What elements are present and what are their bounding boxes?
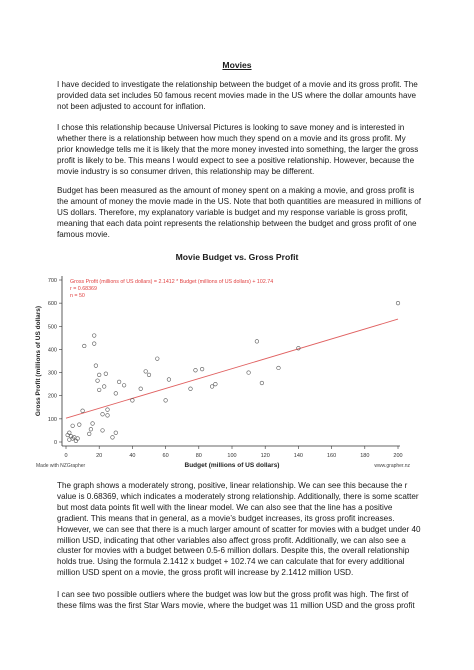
chart-labels: Gross Profit (millions of US dollars) = … (35, 279, 410, 469)
data-point (166, 377, 172, 382)
data-point (146, 372, 152, 377)
data-point (87, 431, 92, 436)
y-tick-label: 600 (48, 301, 57, 307)
data-point (130, 398, 135, 403)
data-point (138, 386, 143, 391)
data-point (90, 421, 95, 426)
y-tick-label: 200 (48, 394, 57, 400)
trendline (65, 318, 399, 419)
data-point (77, 422, 82, 427)
y-tick-label: 500 (48, 324, 57, 330)
data-point (93, 363, 98, 368)
paragraph-reasoning: I chose this relationship because Univer… (57, 123, 419, 176)
data-point (188, 386, 193, 391)
data-point (75, 436, 80, 441)
x-tick-label: 20 (96, 453, 102, 459)
trendline-group (65, 318, 399, 419)
chart-annotation: r = 0.68369 (70, 286, 97, 292)
data-point (110, 435, 115, 440)
x-tick-label: 160 (327, 453, 336, 459)
x-axis-label: Budget (millions of US dollars) (185, 462, 280, 469)
data-point (100, 428, 105, 433)
x-tick-label: 140 (294, 453, 303, 459)
data-point (92, 333, 97, 338)
data-point (200, 366, 205, 372)
data-point (97, 387, 102, 393)
data-point (105, 413, 110, 418)
data-point (395, 301, 401, 306)
data-point (82, 343, 87, 349)
data-point (246, 370, 251, 375)
data-point (209, 384, 215, 389)
x-tick-label: 80 (196, 453, 202, 459)
y-tick-label: 100 (48, 417, 57, 423)
data-point (67, 430, 72, 435)
data-point (193, 368, 198, 373)
x-tick-label: 0 (64, 453, 67, 459)
data-point (70, 423, 75, 428)
data-point (155, 356, 160, 361)
chart-title: Movie Budget vs. Gross Profit (175, 252, 299, 262)
y-tick-label: 0 (54, 440, 57, 446)
paragraph-variables: Budget has been measured as the amount o… (57, 186, 422, 239)
chart-annotation: n = 50 (70, 293, 85, 299)
data-point (121, 383, 127, 388)
y-tick-label: 400 (48, 347, 57, 353)
paragraph-analysis: The graph shows a moderately strong, pos… (57, 481, 421, 578)
footer-credit-right: www.grapher.nz (374, 463, 410, 469)
x-tick-label: 200 (393, 453, 402, 459)
document-title: Movies (222, 60, 252, 70)
points-group (65, 301, 401, 443)
data-point (276, 365, 281, 371)
data-point (163, 398, 168, 403)
x-tick-label: 180 (360, 453, 369, 459)
x-tick-label: 120 (261, 453, 270, 459)
data-point (254, 339, 259, 344)
scatter-chart: 0 20 40 60 80 100 120 140 160 180 200 0 100 200 300 400… (35, 276, 410, 469)
x-tick-label: 40 (129, 453, 135, 459)
data-point (113, 430, 118, 435)
paragraph-outliers: I can see two possible outliers where th… (57, 590, 415, 610)
data-point (113, 391, 118, 396)
x-tick-label: 100 (227, 453, 236, 459)
data-point (88, 427, 93, 432)
x-tick-label: 60 (163, 453, 169, 459)
data-point (100, 412, 105, 417)
paragraph-intro: I have decided to investigate the relati… (57, 80, 418, 111)
footer-credit-left: Made with NZGrapher (36, 463, 86, 469)
data-point (103, 371, 108, 376)
data-point (80, 408, 85, 413)
data-point (259, 380, 264, 386)
y-tick-label: 700 (48, 278, 57, 284)
data-point (213, 382, 218, 387)
data-point (143, 369, 148, 374)
data-point (105, 407, 110, 412)
data-point (92, 341, 97, 346)
data-point (97, 372, 102, 377)
y-axis-label: Gross Profit (millions of US dollars) (35, 306, 42, 416)
data-point (117, 379, 122, 384)
y-tick-label: 300 (48, 371, 57, 377)
chart-annotation: Gross Profit (millions of US dollars) = … (70, 279, 273, 285)
chart-axes: 0 20 40 60 80 100 120 140 160 180 200 0 100 200 300 400… (48, 276, 403, 459)
data-point (296, 346, 301, 351)
data-point (102, 384, 107, 389)
data-point (95, 378, 100, 383)
